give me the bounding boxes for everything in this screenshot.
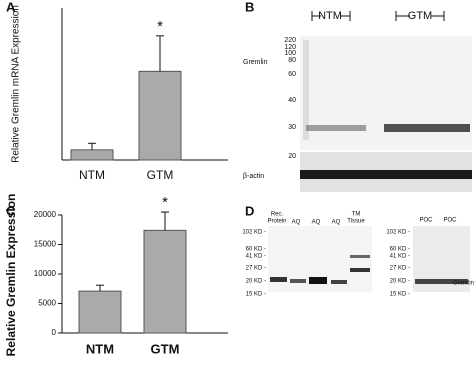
blot-band (270, 277, 287, 282)
panel-label: D (245, 203, 254, 218)
lane-label: POC (443, 218, 457, 224)
bar (70, 149, 114, 161)
x-tick-label: GTM (151, 341, 180, 356)
lane-label: AQ (292, 220, 301, 226)
marker-label: 60 KD - (390, 247, 410, 253)
lane-label: Tissue (347, 219, 365, 225)
marker-label: 27 KD - (246, 266, 266, 272)
marker-label: 220 (284, 37, 296, 44)
blot-band (350, 268, 370, 272)
lane-label: AQ (332, 220, 341, 226)
marker-label: 41 KD - (246, 254, 266, 260)
blot-band (290, 279, 306, 283)
lane-label: AQ (312, 220, 321, 226)
bar (138, 70, 182, 161)
annotation: * (162, 194, 168, 211)
x-tick-label: GTM (147, 168, 174, 182)
marker-label: 30 (288, 124, 296, 131)
row-label: Gremlin (243, 59, 268, 66)
y-axis-label: Relative Gremlin mRNA Expression (11, 5, 22, 163)
blot-b (300, 11, 472, 192)
marker-label: 100 (284, 50, 296, 57)
marker-label: 15 KD - (246, 292, 266, 298)
blot-band (300, 170, 472, 179)
marker-label: 40 (288, 97, 296, 104)
blot-band (306, 125, 366, 131)
y-tick-label: 0 (52, 328, 57, 337)
bar (78, 290, 122, 334)
marker-label: 102 KD - (386, 230, 410, 236)
marker-label: 60 (288, 71, 296, 78)
marker-label: 27 KD - (390, 266, 410, 272)
y-tick-label: 10000 (34, 269, 57, 278)
lane-label: POC (419, 218, 433, 224)
blot-band (384, 124, 470, 132)
lane-label: TM (352, 212, 361, 218)
panel-label: B (245, 0, 254, 14)
annotation: * (157, 18, 163, 35)
y-tick-label: 20000 (34, 210, 57, 219)
marker-label: 102 KD - (242, 230, 266, 236)
blot-band (350, 255, 370, 258)
group-label: NTM (318, 10, 342, 22)
panel-label: A (6, 0, 16, 14)
group-label: GTM (408, 10, 432, 22)
marker-label: 15 KD - (390, 292, 410, 298)
panel-label: C (6, 203, 16, 218)
x-tick-label: NTM (79, 168, 105, 182)
marker-label: 41 KD - (390, 254, 410, 260)
marker-label: 60 KD - (246, 247, 266, 253)
bar (143, 229, 187, 334)
blot-smear (303, 40, 309, 140)
y-axis-label: Relative Gremlin Expression (4, 194, 18, 357)
marker-label: 120 (284, 44, 296, 51)
marker-label: 80 (288, 57, 296, 64)
band-label: Gremlin (453, 281, 474, 287)
marker-label: 20 (288, 153, 296, 160)
blot-d (268, 226, 470, 292)
lane-label: Protein (267, 219, 286, 225)
marker-label: 20 KD - (246, 279, 266, 285)
blot-membrane (300, 36, 472, 150)
blot-band (309, 277, 327, 284)
blot-band (331, 280, 347, 284)
marker-label: 20 KD - (390, 279, 410, 285)
y-tick-label: 15000 (34, 240, 57, 249)
lane-label: Rec. (271, 212, 284, 218)
x-tick-label: NTM (86, 341, 114, 356)
blot-band (415, 279, 468, 284)
row-label: β-actin (243, 173, 264, 180)
y-tick-label: 5000 (38, 299, 56, 308)
